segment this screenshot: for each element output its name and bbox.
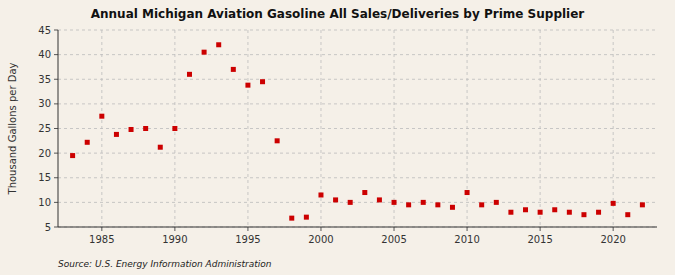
point bbox=[129, 127, 134, 132]
y-grid-line bbox=[58, 54, 657, 55]
point bbox=[435, 202, 440, 207]
source-note: Source: U.S. Energy Information Administ… bbox=[58, 259, 272, 269]
x-tick-label: 2000 bbox=[308, 234, 333, 245]
point bbox=[289, 216, 294, 221]
x-grid-line bbox=[540, 30, 541, 227]
point bbox=[202, 50, 207, 55]
y-tick bbox=[54, 153, 58, 154]
point bbox=[172, 126, 177, 131]
x-tick-label: 2020 bbox=[600, 234, 625, 245]
y-tick-label: 20 bbox=[38, 148, 51, 159]
x-tick bbox=[101, 227, 102, 231]
point bbox=[640, 202, 645, 207]
y-tick bbox=[54, 177, 58, 178]
y-tick-label: 45 bbox=[38, 25, 51, 36]
point bbox=[245, 83, 250, 88]
x-tick bbox=[247, 227, 248, 231]
point bbox=[260, 79, 265, 84]
y-tick bbox=[54, 79, 58, 80]
background bbox=[0, 0, 675, 275]
point bbox=[318, 192, 323, 197]
x-tick bbox=[540, 227, 541, 231]
y-tick-label: 35 bbox=[38, 74, 51, 85]
x-grid-line bbox=[467, 30, 468, 227]
point bbox=[581, 212, 586, 217]
point bbox=[114, 132, 119, 137]
point bbox=[479, 202, 484, 207]
grid bbox=[58, 30, 657, 227]
title: Annual Michigan Aviation Gasoline All Sa… bbox=[91, 7, 585, 21]
point bbox=[538, 210, 543, 215]
point bbox=[523, 207, 528, 212]
x-tick bbox=[320, 227, 321, 231]
y-axis-label: Thousand Gallons per Day bbox=[7, 62, 18, 195]
y-grid-line bbox=[58, 202, 657, 203]
point bbox=[143, 126, 148, 131]
y-tick-label: 25 bbox=[38, 123, 51, 134]
y-tick-label: 10 bbox=[38, 197, 51, 208]
point bbox=[552, 207, 557, 212]
axes: 5 10 15 20 25 30 35 40 45 1985 1990 1995 2000 2005 201… bbox=[38, 25, 657, 246]
point bbox=[348, 200, 353, 205]
y-grid-line bbox=[58, 103, 657, 104]
y-tick bbox=[54, 128, 58, 129]
point bbox=[216, 42, 221, 47]
y-tick-label: 30 bbox=[38, 98, 51, 109]
y-tick bbox=[54, 202, 58, 203]
x-tick-label: 2015 bbox=[527, 234, 552, 245]
y-grid-line bbox=[58, 79, 657, 80]
x-tick bbox=[394, 227, 395, 231]
y-tick-label: 40 bbox=[38, 49, 51, 60]
point bbox=[465, 190, 470, 195]
y-tick bbox=[54, 54, 58, 55]
point bbox=[231, 67, 236, 72]
y-tick bbox=[54, 227, 58, 228]
y-grid-line bbox=[58, 30, 657, 31]
x-tick bbox=[467, 227, 468, 231]
x-tick-label: 1985 bbox=[89, 234, 114, 245]
point bbox=[275, 138, 280, 143]
point bbox=[450, 205, 455, 210]
y-tick-label: 15 bbox=[38, 172, 51, 183]
point bbox=[304, 215, 309, 220]
y-tick bbox=[54, 30, 58, 31]
x-grid-line bbox=[613, 30, 614, 227]
y-tick bbox=[54, 103, 58, 104]
point bbox=[625, 212, 630, 217]
y-axis-line bbox=[58, 30, 59, 227]
y-tick-label: 5 bbox=[45, 222, 51, 233]
x-tick-label: 2005 bbox=[381, 234, 406, 245]
point bbox=[99, 114, 104, 119]
y-grid-line bbox=[58, 227, 657, 228]
x-tick-label: 2010 bbox=[454, 234, 479, 245]
point bbox=[494, 200, 499, 205]
point bbox=[508, 210, 513, 215]
y-grid-line bbox=[58, 177, 657, 178]
point bbox=[158, 145, 163, 150]
point bbox=[392, 200, 397, 205]
x-axis-line bbox=[58, 227, 657, 228]
point bbox=[421, 200, 426, 205]
point bbox=[333, 197, 338, 202]
point bbox=[377, 197, 382, 202]
point bbox=[362, 190, 367, 195]
y-grid-line bbox=[58, 153, 657, 154]
point bbox=[406, 202, 411, 207]
x-tick-label: 1995 bbox=[235, 234, 260, 245]
point bbox=[70, 153, 75, 158]
point bbox=[567, 210, 572, 215]
x-grid-line bbox=[394, 30, 395, 227]
point bbox=[85, 140, 90, 145]
chart: 5 10 15 20 25 30 35 40 45 1985 1990 1995 2000 2005 201… bbox=[0, 0, 675, 275]
point bbox=[187, 72, 192, 77]
x-tick-label: 1990 bbox=[162, 234, 187, 245]
x-tick bbox=[613, 227, 614, 231]
x-tick bbox=[174, 227, 175, 231]
points bbox=[70, 42, 645, 220]
point bbox=[611, 201, 616, 206]
x-grid-line bbox=[101, 30, 102, 227]
point bbox=[596, 210, 601, 215]
x-grid-line bbox=[247, 30, 248, 227]
